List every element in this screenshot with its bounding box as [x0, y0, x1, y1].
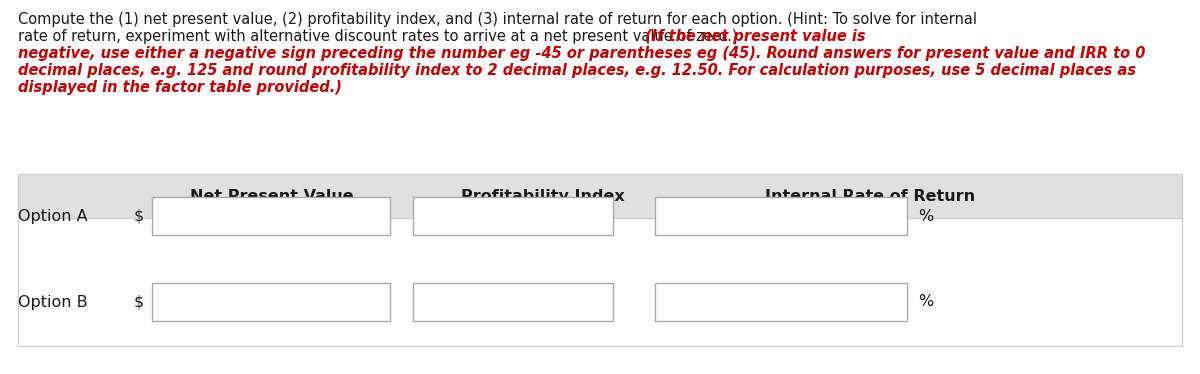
- FancyBboxPatch shape: [152, 283, 390, 321]
- Text: Internal Rate of Return: Internal Rate of Return: [764, 188, 976, 203]
- Text: rate of return, experiment with alternative discount rates to arrive at a net pr: rate of return, experiment with alternat…: [18, 29, 742, 44]
- FancyBboxPatch shape: [18, 174, 1182, 218]
- Text: Option B: Option B: [18, 294, 88, 310]
- Text: $: $: [133, 208, 144, 224]
- FancyBboxPatch shape: [152, 197, 390, 235]
- Text: %: %: [918, 208, 934, 224]
- Text: $: $: [133, 294, 144, 310]
- Text: Option A: Option A: [18, 208, 88, 224]
- Text: negative, use either a negative sign preceding the number eg -45 or parentheses : negative, use either a negative sign pre…: [18, 46, 1145, 61]
- FancyBboxPatch shape: [18, 218, 1182, 346]
- Text: Net Present Value: Net Present Value: [190, 188, 354, 203]
- Text: %: %: [918, 294, 934, 310]
- Text: displayed in the factor table provided.): displayed in the factor table provided.): [18, 80, 342, 95]
- Text: (If the net present value is: (If the net present value is: [646, 29, 866, 44]
- FancyBboxPatch shape: [413, 283, 613, 321]
- FancyBboxPatch shape: [655, 197, 907, 235]
- FancyBboxPatch shape: [655, 283, 907, 321]
- Text: Profitability Index: Profitability Index: [461, 188, 625, 203]
- FancyBboxPatch shape: [413, 197, 613, 235]
- Text: decimal places, e.g. 125 and round profitability index to 2 decimal places, e.g.: decimal places, e.g. 125 and round profi…: [18, 63, 1136, 78]
- Text: Compute the (1) net present value, (2) profitability index, and (3) internal rat: Compute the (1) net present value, (2) p…: [18, 12, 977, 27]
